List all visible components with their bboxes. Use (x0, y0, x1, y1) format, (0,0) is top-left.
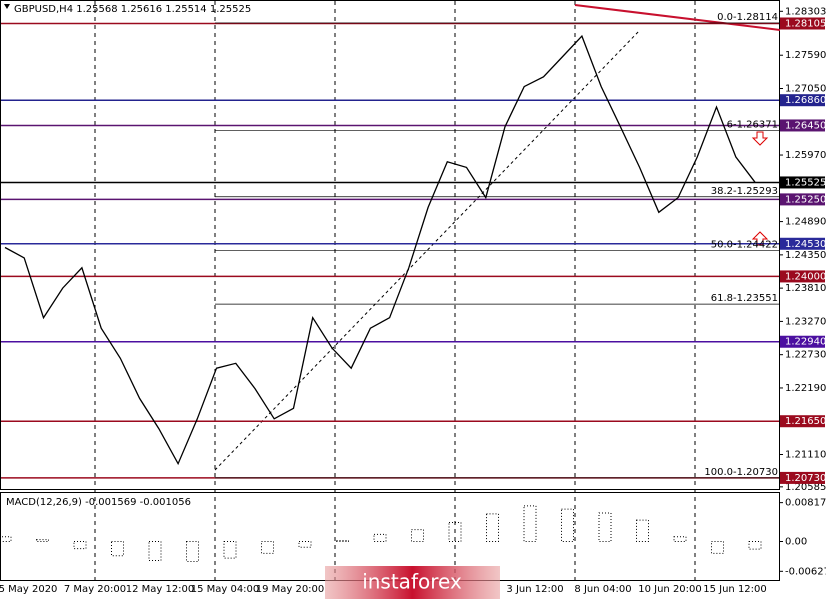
chart-title: GBPUSD,H4 1.25568 1.25616 1.25514 1.2552… (14, 4, 251, 15)
macd-bar (411, 529, 424, 542)
level-box (780, 335, 825, 348)
x-tick-label: 19 May 20:00 (256, 584, 325, 595)
macd-bar (298, 540, 312, 548)
y-tick-label: 1.23810 (785, 283, 826, 294)
macd-bar (523, 505, 537, 542)
watermark-box (325, 566, 500, 599)
arrow-down (751, 131, 769, 146)
fib-label: 38.2-1.25293 (711, 186, 778, 197)
level-label: 1.24530 (785, 239, 826, 250)
macd-bar (261, 540, 274, 554)
x-tick-label: 10 Jun 20:00 (638, 584, 702, 595)
fib-label: 6-1.26371 (727, 119, 778, 130)
fib-label: 0.0-1.28114 (717, 12, 778, 23)
x-tick-label: 5 May 2020 (0, 584, 57, 595)
watermark: instaforex (362, 570, 462, 594)
fib-label: 61.8-1.23551 (711, 293, 778, 304)
macd-bar (223, 540, 237, 559)
level-label: 1.25250 (785, 194, 826, 205)
level-label: 1.25525 (785, 177, 826, 188)
macd-bar (373, 533, 387, 542)
level-box (780, 471, 825, 484)
fib-diagonal (214, 29, 641, 471)
level-label: 1.26860 (785, 95, 826, 106)
macd-tick-label: 0.00 (785, 536, 807, 547)
macd-bar (598, 512, 612, 542)
level-box (780, 415, 825, 428)
x-tick-label: 8 Jun 04:00 (574, 584, 631, 595)
y-tick-label: 1.28303 (785, 6, 826, 17)
macd-tick-label: -0.006272 (785, 566, 826, 577)
macd-bar (636, 519, 649, 542)
macd-bar (448, 521, 462, 542)
level-label: 1.22940 (785, 337, 826, 348)
macd-bar (0, 536, 12, 542)
level-box (780, 270, 825, 283)
x-tick-label: 12 May 12:00 (126, 584, 195, 595)
level-box (780, 237, 825, 250)
level-box (780, 176, 825, 189)
macd-bar (711, 540, 724, 554)
y-tick-label: 1.21110 (785, 449, 826, 460)
macd-bar (111, 540, 124, 557)
trend-line (574, 4, 781, 31)
level-box (780, 119, 825, 132)
x-tick-label: 15 Jun 12:00 (703, 584, 767, 595)
macd-bar (148, 540, 162, 562)
macd-bar (673, 536, 687, 542)
level-box (780, 193, 825, 206)
y-tick-label: 1.24350 (785, 250, 826, 261)
v-grid (94, 1, 696, 580)
macd-bar (186, 540, 199, 562)
level-box (780, 17, 825, 30)
level-label: 1.26450 (785, 120, 826, 131)
y-tick-label: 1.22730 (785, 350, 826, 361)
macd-tick-label: 0.008172 (785, 498, 826, 509)
y-tick-label: 1.22190 (785, 383, 826, 394)
x-tick-label: 7 May 20:00 (64, 584, 126, 595)
y-tick-label: 1.20585 (785, 482, 826, 493)
level-box (780, 94, 825, 107)
macd-bar (336, 540, 349, 542)
level-label: 1.20730 (785, 473, 826, 484)
macd-title: MACD(12,26,9) -0.001569 -0.001056 (6, 497, 191, 508)
price-line (4, 34, 756, 466)
x-tick-label: 3 Jun 12:00 (506, 584, 563, 595)
macd-bar (748, 540, 762, 550)
fib-label: 100.0-1.20730 (704, 467, 778, 478)
macd-bar (36, 539, 49, 542)
level-label: 1.21650 (785, 416, 826, 427)
level-label: 1.24000 (785, 271, 826, 282)
main-frame (0, 0, 780, 490)
menu-icon (4, 4, 10, 9)
level-label: 1.28105 (785, 18, 826, 29)
y-tick-label: 1.25970 (785, 150, 826, 161)
macd-bar (486, 513, 499, 542)
y-tick-label: 1.27590 (785, 50, 826, 61)
fib-label: 50.0-1.24422 (711, 239, 778, 250)
y-tick-label: 1.24890 (785, 217, 826, 228)
y-tick-label: 1.23270 (785, 316, 826, 327)
x-tick-label: 15 May 04:00 (191, 584, 260, 595)
macd-bar (561, 508, 574, 542)
macd-bar (73, 540, 87, 550)
y-tick-label: 1.27050 (785, 83, 826, 94)
